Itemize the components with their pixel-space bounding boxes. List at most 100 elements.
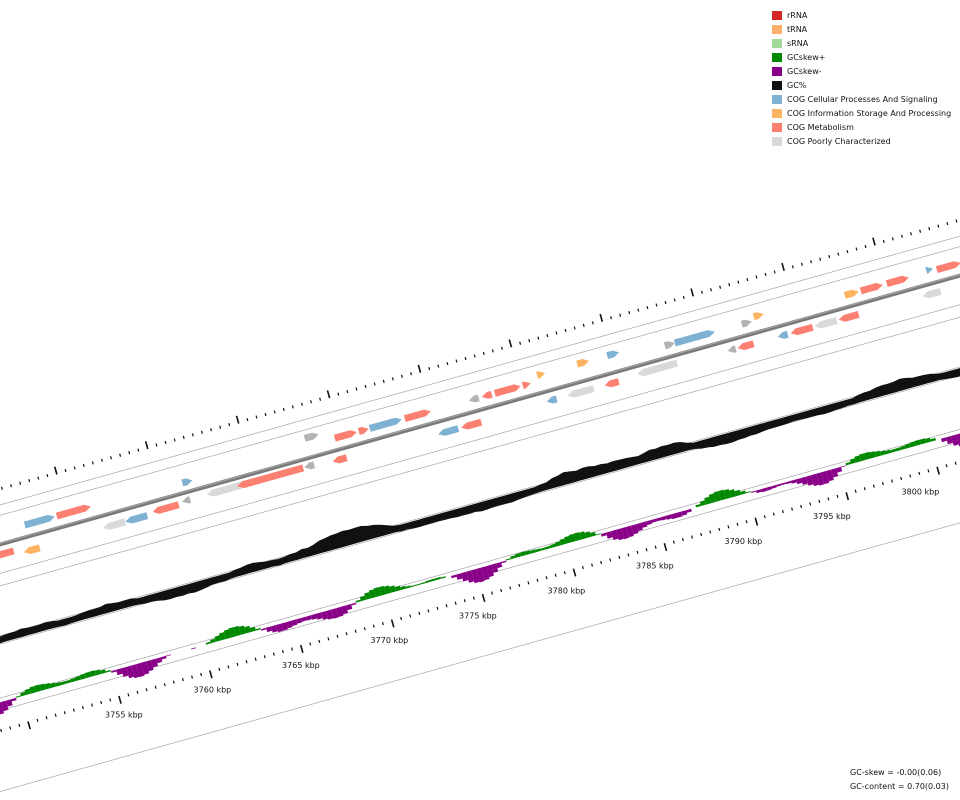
gene-feature [814, 317, 838, 329]
legend-swatch [772, 24, 782, 34]
gc-skew-positive [595, 533, 601, 536]
gc-skew-negative [946, 436, 953, 445]
legend-swatch [772, 52, 782, 62]
outer-minor-tick [737, 280, 740, 284]
gc-skew-positive [874, 450, 881, 457]
track-guide-line [0, 522, 960, 792]
backbone-highlight [0, 274, 960, 544]
outer-minor-tick [746, 277, 749, 282]
gc-skew-positive [79, 673, 86, 680]
inner-minor-tick [763, 515, 766, 519]
inner-minor-tick [9, 726, 12, 730]
inner-minor-tick [745, 520, 748, 524]
outer-minor-tick [110, 456, 113, 460]
outer-minor-tick [500, 346, 503, 350]
gc-skew-negative [941, 437, 947, 443]
outer-minor-tick [310, 400, 313, 404]
gc-skew-positive [84, 671, 91, 679]
gene-feature [368, 417, 402, 432]
outer-minor-tick [128, 451, 131, 455]
inner-minor-tick [618, 555, 621, 560]
gc-skew-negative [161, 655, 167, 660]
gc-skew-negative [141, 661, 150, 675]
legend-item-cog-metabolism: COG Metabolism [772, 120, 951, 134]
gc-skew-negative [501, 560, 507, 564]
inner-minor-tick [0, 728, 3, 733]
inner-major-tick [754, 517, 759, 526]
inner-minor-tick [318, 639, 321, 644]
inner-minor-tick [281, 649, 284, 654]
gc-skew-positive [919, 438, 926, 445]
inner-minor-tick [454, 601, 457, 605]
outer-minor-tick [10, 484, 13, 488]
gc-skew-positive [100, 669, 106, 674]
outer-minor-tick [182, 435, 185, 439]
gene-feature [604, 378, 620, 388]
outer-minor-tick [719, 285, 722, 289]
outer-minor-tick [191, 433, 194, 437]
gene-feature [935, 261, 960, 273]
gc-skew-negative [331, 608, 339, 619]
gc-skew-positive [105, 669, 111, 673]
gc-skew-positive [510, 555, 516, 560]
gc-skew-negative [651, 518, 657, 523]
outer-minor-tick [300, 402, 303, 406]
gc-skew-negative [836, 466, 843, 473]
gc-skew-negative [0, 702, 5, 715]
gc-skew-positive [24, 688, 31, 695]
outer-minor-tick [564, 328, 567, 333]
gc-skew-positive [55, 682, 61, 687]
gene-feature [303, 432, 319, 442]
gc-skew-positive [49, 682, 56, 688]
gc-skew-positive [904, 443, 911, 449]
gc-skew-negative [301, 616, 307, 622]
gc-skew-negative [166, 654, 172, 657]
outer-minor-tick [91, 461, 94, 465]
gc-skew-negative [281, 622, 288, 631]
gc-skew-positive [228, 627, 236, 638]
outer-tick-ruler [0, 219, 958, 490]
legend-swatch [772, 136, 782, 146]
legend: rRNA tRNA sRNA GCskew+ GCskew- GC% COG C… [772, 8, 951, 148]
gc-skew-negative [671, 513, 678, 520]
gc-skew-positive [368, 589, 376, 599]
gene-feature [777, 330, 789, 339]
outer-minor-tick [437, 364, 440, 368]
inner-minor-tick [836, 494, 839, 498]
gene-feature [859, 283, 883, 295]
outer-minor-tick [473, 354, 476, 358]
gene-feature [493, 384, 521, 397]
gc-skew-positive [70, 677, 76, 683]
outer-minor-tick [664, 300, 667, 305]
outer-minor-tick [710, 288, 713, 292]
legend-item-trna: tRNA [772, 22, 951, 36]
gene-feature [23, 544, 41, 554]
inner-minor-tick [45, 716, 48, 720]
outer-minor-tick [528, 339, 531, 343]
outer-minor-tick [810, 260, 813, 264]
gc-skew-positive [564, 535, 571, 544]
gc-skew-positive [244, 625, 251, 634]
outer-minor-tick [410, 372, 413, 376]
gc-skew-negative [296, 618, 303, 624]
gc-skew-positive [359, 595, 366, 602]
gc-skew-positive [400, 585, 406, 590]
outer-minor-tick [464, 356, 467, 361]
inner-minor-tick [272, 652, 275, 656]
gc-skew-positive [530, 549, 536, 554]
inner-minor-tick [727, 525, 730, 529]
outer-minor-tick [855, 247, 858, 251]
inner-minor-tick [709, 530, 712, 534]
outer-minor-tick [819, 257, 822, 261]
gene-feature [333, 430, 357, 442]
outer-minor-tick [455, 359, 458, 363]
inner-minor-tick [145, 688, 148, 692]
outer-minor-tick [355, 387, 358, 391]
gc-skew-positive [233, 625, 241, 637]
inner-minor-tick [436, 606, 439, 610]
gc-skew-negative [661, 515, 667, 521]
outer-minor-tick [828, 255, 831, 259]
gc-skew-negative [351, 602, 357, 606]
gc-skew-negative [481, 566, 490, 581]
gc-skew-negative [276, 623, 283, 633]
